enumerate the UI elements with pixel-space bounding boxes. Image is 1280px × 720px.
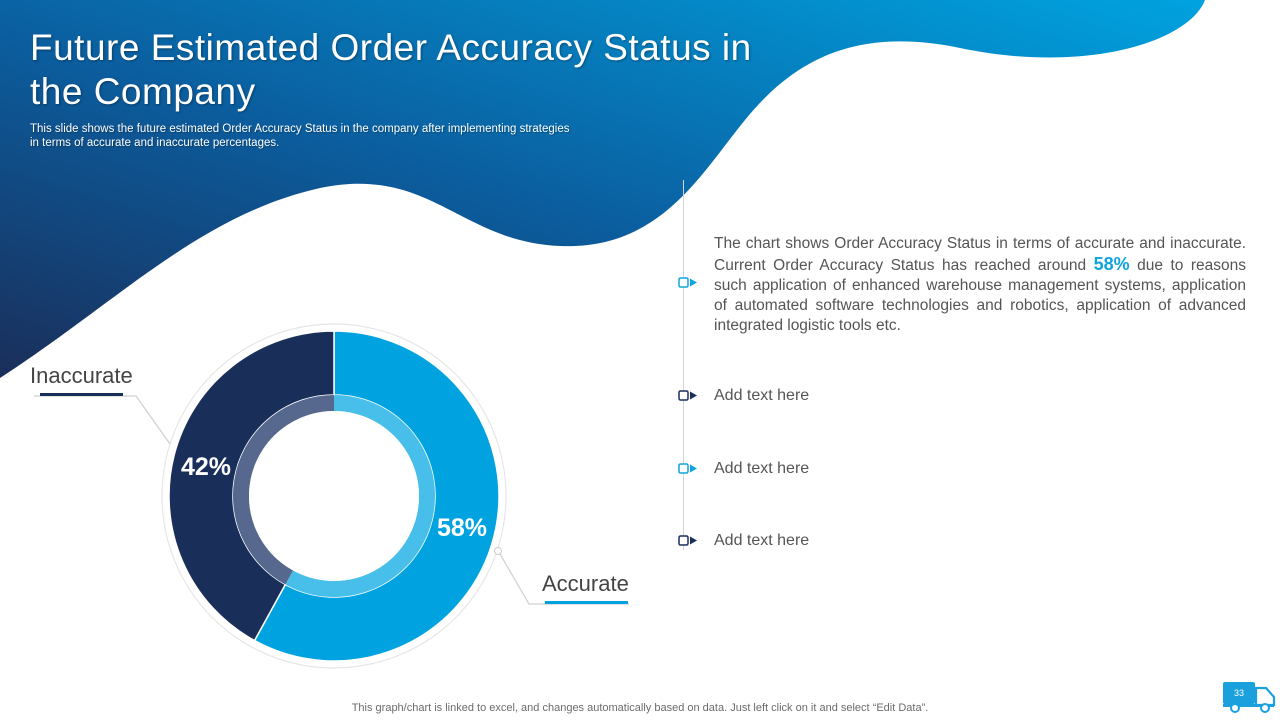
description-text-before: The chart shows Order Accuracy Status in… <box>714 235 1246 274</box>
inner-ring-inaccurate <box>233 395 334 585</box>
category-underline-accurate <box>545 601 628 604</box>
callout-dot-accurate <box>494 547 502 555</box>
inner-ring-accurate <box>285 395 436 597</box>
footer-note: This graph/chart is linked to excel, and… <box>351 702 929 714</box>
timeline-divider <box>683 180 684 550</box>
description-highlight: 58% <box>1093 254 1130 274</box>
text-item[interactable]: Add text here <box>714 532 810 549</box>
text-item[interactable]: Add text here <box>714 387 810 404</box>
chart-outer-ring <box>161 323 507 669</box>
callout-line-inaccurate <box>34 395 171 445</box>
header-wave-shape <box>0 0 1205 378</box>
donut-hole <box>249 411 419 581</box>
arrow-bullet-icon <box>678 390 697 401</box>
arrow-bullet-icon <box>678 535 697 546</box>
data-label-accurate: 58% <box>437 514 487 542</box>
text-item[interactable]: Add text here <box>714 460 810 477</box>
category-label-inaccurate: Inaccurate <box>30 363 133 388</box>
page-subtitle: This slide shows the future estimated Or… <box>30 123 570 149</box>
category-label-accurate: Accurate <box>542 571 629 596</box>
description-paragraph: The chart shows Order Accuracy Status in… <box>714 234 1246 336</box>
page-number: 33 <box>1234 688 1244 698</box>
category-underline-inaccurate <box>40 393 123 396</box>
data-label-inaccurate: 42% <box>181 453 231 481</box>
truck-icon: 33 <box>1223 682 1276 713</box>
arrow-bullet-icon <box>678 277 697 288</box>
donut-chart[interactable]: 58% 42% Accurate Inaccurate <box>0 300 680 680</box>
arrow-bullet-icon <box>678 463 697 474</box>
description-text-after: due to reasons such application of enhan… <box>714 257 1246 334</box>
page-title: Future Estimated Order Accuracy Status i… <box>30 27 752 112</box>
